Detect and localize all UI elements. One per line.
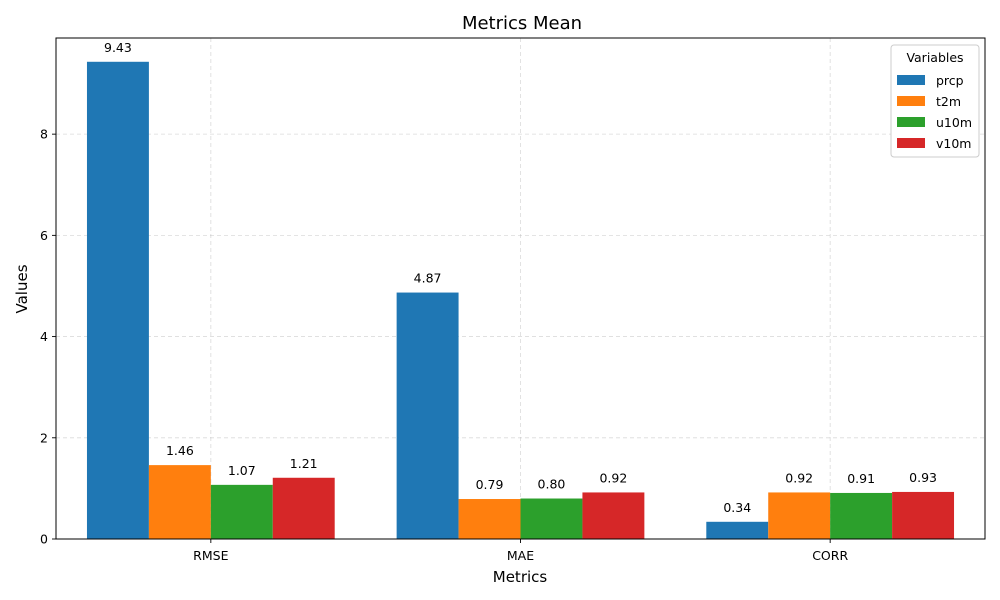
legend-swatch-prcp: [897, 75, 925, 85]
data-label: 1.07: [228, 463, 256, 478]
data-label: 0.80: [538, 477, 566, 492]
y-axis-label: Values: [13, 264, 31, 313]
legend-swatch-u10m: [897, 117, 925, 127]
x-axis-label: Metrics: [493, 568, 548, 586]
legend-label-u10m: u10m: [936, 115, 972, 130]
data-label: 4.87: [414, 271, 442, 286]
data-label: 0.92: [599, 470, 627, 485]
bar-v10m-mae: [582, 492, 645, 539]
data-label: 9.43: [104, 40, 132, 55]
legend-title: Variables: [906, 50, 963, 65]
y-tick-label: 2: [40, 430, 48, 445]
legend-swatch-v10m: [897, 138, 925, 148]
x-tick-label: MAE: [507, 548, 534, 563]
bar-v10m-rmse: [272, 477, 335, 539]
bar-v10m-corr: [892, 491, 955, 539]
bar-prcp-corr: [706, 521, 769, 539]
bar-prcp-rmse: [86, 61, 149, 539]
data-label: 0.91: [847, 471, 875, 486]
bar-prcp-mae: [396, 292, 459, 539]
legend-swatch-t2m: [897, 96, 925, 106]
data-label: 1.21: [290, 456, 318, 471]
y-tick-label: 4: [40, 329, 48, 344]
y-axis-ticks: 0 2 4 6 8: [40, 127, 56, 547]
data-label: 0.79: [476, 477, 504, 492]
data-label: 0.92: [785, 470, 813, 485]
plot-frame: [55, 37, 986, 540]
bar-u10m-rmse: [210, 484, 273, 539]
bar-t2m-mae: [458, 499, 521, 539]
y-tick-label: 8: [40, 127, 48, 142]
bar-t2m-corr: [768, 492, 831, 539]
grid: [56, 38, 985, 540]
data-label: 0.34: [723, 500, 751, 515]
legend-items: prcp t2m u10m v10m: [897, 73, 972, 151]
x-axis-ticks: RMSE MAE CORR: [193, 539, 848, 563]
legend-box: [890, 44, 980, 158]
bar-u10m-mae: [520, 498, 583, 539]
data-label: 0.93: [909, 470, 937, 485]
bar-t2m-rmse: [148, 465, 211, 539]
legend-label-prcp: prcp: [936, 73, 964, 88]
legend-label-v10m: v10m: [936, 136, 971, 151]
legend-label-t2m: t2m: [936, 94, 961, 109]
bars: [86, 61, 955, 539]
bar-u10m-corr: [830, 492, 893, 539]
y-tick-label: 0: [40, 532, 48, 547]
x-tick-label: CORR: [812, 548, 848, 563]
data-labels: 9.43 4.87 0.34 1.46 0.79 0.92 1.07 0.80 0.91 1.21…: [104, 40, 937, 515]
legend: Variables prcp t2m u10m v10m: [890, 44, 980, 158]
data-label: 1.46: [166, 443, 194, 458]
y-tick-label: 6: [40, 228, 48, 243]
x-tick-label: RMSE: [193, 548, 228, 563]
chart-title: Metrics Mean: [462, 13, 582, 34]
